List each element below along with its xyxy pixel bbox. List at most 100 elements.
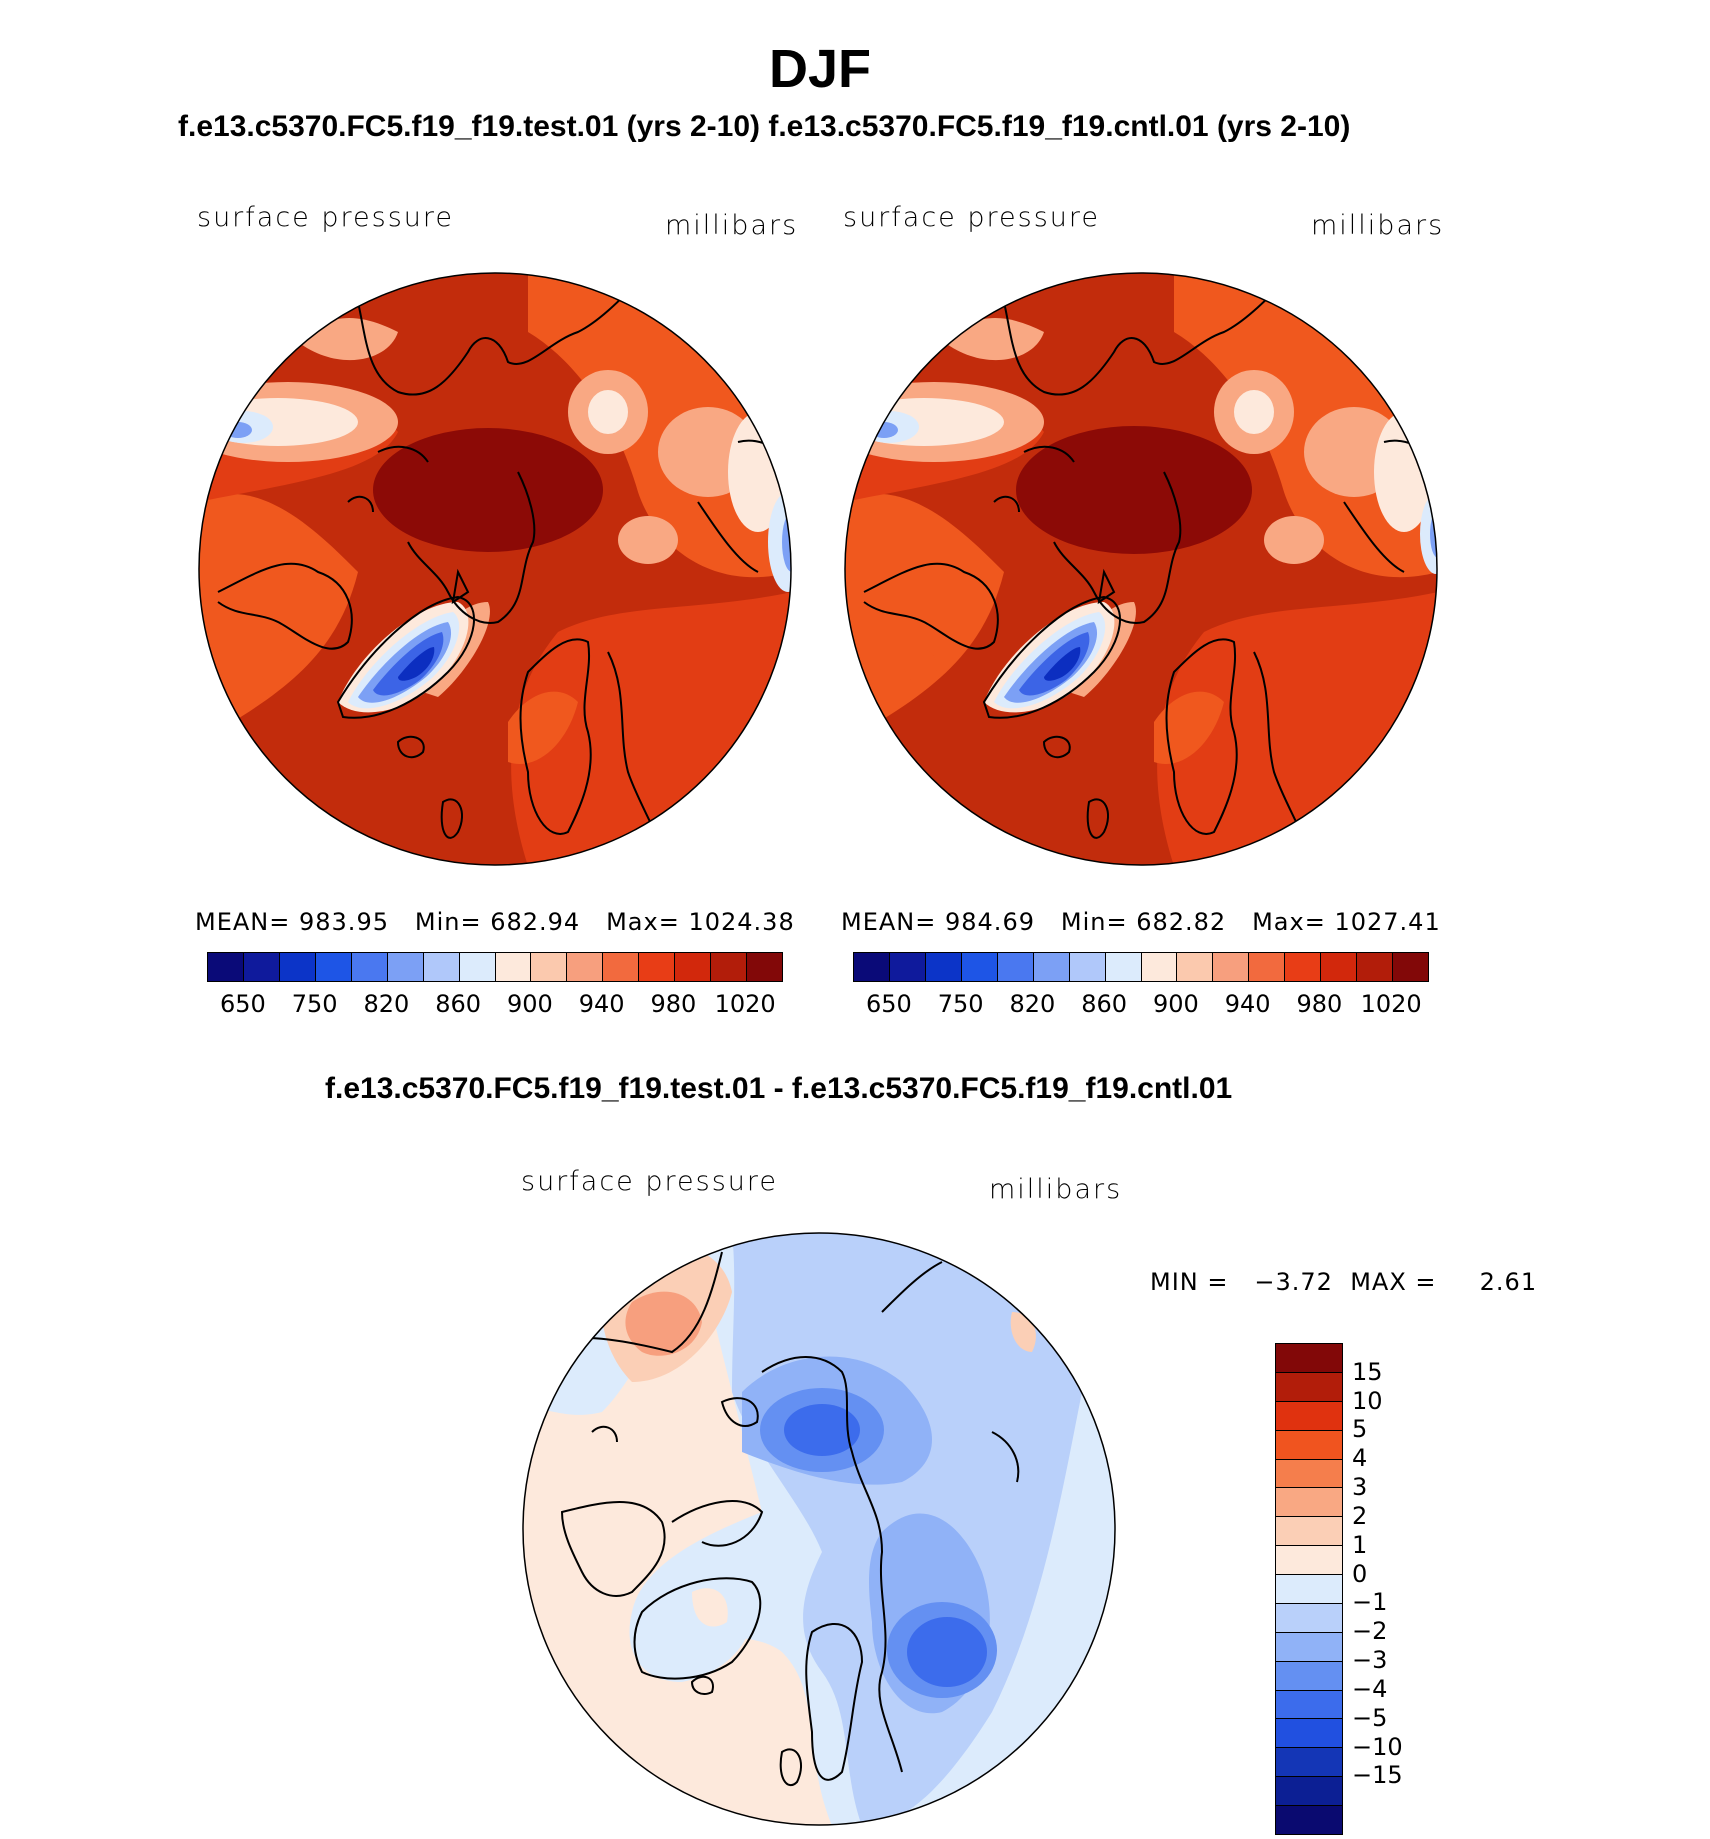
diff-stats: MIN = −3.72 MAX = 2.61 bbox=[1150, 1268, 1537, 1296]
max-value: 1027.41 bbox=[1334, 908, 1441, 936]
colorbar-swatch bbox=[1276, 1661, 1342, 1691]
colorbar-swatch bbox=[1276, 1546, 1342, 1575]
colorbar-tick-label: −1 bbox=[1352, 1588, 1388, 1617]
colorbar-swatch bbox=[675, 953, 712, 981]
colorbar-tick-label: 0 bbox=[1352, 1559, 1368, 1588]
colorbar-tick-label: 1 bbox=[1352, 1530, 1368, 1559]
colorbar-swatch bbox=[1276, 1430, 1342, 1460]
colorbar-swatch bbox=[1285, 953, 1322, 981]
colorbar-tick-label: 900 bbox=[506, 990, 553, 1018]
colorbar-tick-label: 10 bbox=[1352, 1386, 1383, 1415]
colorbar-swatch bbox=[1276, 1344, 1342, 1373]
colorbar-tick-label: −2 bbox=[1352, 1617, 1388, 1646]
max-label: Max= bbox=[606, 908, 680, 936]
colorbar-tick-label: 820 bbox=[1009, 990, 1056, 1018]
colorbar-swatch bbox=[639, 953, 676, 981]
colorbar-tick-label: −5 bbox=[1352, 1703, 1388, 1732]
colorbar-test bbox=[207, 952, 783, 982]
colorbar-tick-label: 3 bbox=[1352, 1473, 1368, 1502]
panel-cntl-units: millibars bbox=[1311, 210, 1445, 241]
max-value: 2.61 bbox=[1479, 1268, 1538, 1296]
colorbar-swatch bbox=[1033, 953, 1070, 981]
colorbar-tick-label: 1020 bbox=[1360, 990, 1422, 1018]
mean-value: 983.95 bbox=[299, 908, 389, 936]
colorbar-swatch bbox=[925, 953, 962, 981]
diff-variable: surface pressure bbox=[521, 1166, 778, 1197]
colorbar-swatch bbox=[1105, 953, 1142, 981]
colorbar-swatch bbox=[603, 953, 640, 981]
panel-cntl-variable: surface pressure bbox=[843, 202, 1100, 233]
colorbar-swatch bbox=[1276, 1575, 1342, 1604]
colorbar-tick-label: 650 bbox=[219, 990, 266, 1018]
colorbar-swatch bbox=[243, 953, 280, 981]
colorbar-swatch bbox=[1069, 953, 1106, 981]
colorbar-swatch bbox=[711, 953, 748, 981]
colorbar-swatch bbox=[1276, 1748, 1342, 1778]
colorbar-swatch bbox=[567, 953, 604, 981]
colorbar-tick-label: 860 bbox=[435, 990, 482, 1018]
colorbar-tick-label: 940 bbox=[578, 990, 625, 1018]
colorbar-swatch bbox=[1276, 1517, 1342, 1547]
min-label: Min= bbox=[414, 908, 482, 936]
colorbar-swatch bbox=[1276, 1488, 1342, 1518]
colorbar-swatch bbox=[1393, 953, 1428, 981]
colorbar-swatch bbox=[1276, 1401, 1342, 1431]
min-value: 682.94 bbox=[490, 908, 581, 936]
colorbar-swatch bbox=[1276, 1603, 1342, 1633]
colorbar-swatch bbox=[1276, 1459, 1342, 1489]
colorbar-swatch bbox=[1177, 953, 1214, 981]
colorbar-swatch bbox=[1276, 1372, 1342, 1402]
colorbar-tick-label: 980 bbox=[650, 990, 697, 1018]
figure-title: DJF bbox=[768, 39, 871, 99]
colorbar-swatch bbox=[1276, 1806, 1342, 1834]
colorbar-swatch bbox=[747, 953, 782, 981]
colorbar-swatch bbox=[315, 953, 352, 981]
mean-label: MEAN= bbox=[195, 908, 291, 936]
panel-test-variable: surface pressure bbox=[197, 202, 454, 233]
max-label: MAX = bbox=[1350, 1268, 1437, 1296]
colorbar-tick-label: −3 bbox=[1352, 1646, 1388, 1675]
colorbar-tick-label: 15 bbox=[1352, 1357, 1383, 1386]
colorbar-swatch bbox=[1276, 1777, 1342, 1806]
colorbar-tick-label: 900 bbox=[1152, 990, 1199, 1018]
colorbar-tick-label: 820 bbox=[363, 990, 410, 1018]
panel-test-stats: MEAN= 983.95 Min= 682.94 Max= 1024.38 bbox=[195, 908, 795, 936]
colorbar-swatch bbox=[495, 953, 532, 981]
colorbar-tick-label: 5 bbox=[1352, 1415, 1368, 1444]
panel-test-units: millibars bbox=[665, 210, 799, 241]
colorbar-tick-label: 750 bbox=[937, 990, 984, 1018]
diff-title: f.e13.c5370.FC5.f19_f19.test.01 - f.e13.… bbox=[325, 1072, 1233, 1105]
colorbar-swatch bbox=[1249, 953, 1286, 981]
colorbar-diff bbox=[1275, 1343, 1343, 1835]
figure-subtitle: f.e13.c5370.FC5.f19_f19.test.01 (yrs 2-1… bbox=[178, 110, 1351, 143]
map-test bbox=[198, 272, 792, 866]
colorbar-swatch bbox=[387, 953, 424, 981]
colorbar-tick-label: −15 bbox=[1352, 1761, 1403, 1790]
colorbar-tick-label: 650 bbox=[865, 990, 912, 1018]
colorbar-swatch bbox=[889, 953, 926, 981]
colorbar-swatch bbox=[1321, 953, 1358, 981]
min-value: 682.82 bbox=[1136, 908, 1227, 936]
colorbar-tick-label: 940 bbox=[1224, 990, 1271, 1018]
mean-label: MEAN= bbox=[841, 908, 937, 936]
colorbar-tick-label: 2 bbox=[1352, 1501, 1368, 1530]
map-diff bbox=[522, 1232, 1116, 1826]
colorbar-swatch bbox=[459, 953, 496, 981]
colorbar-tick-label: 980 bbox=[1296, 990, 1343, 1018]
min-label: MIN = bbox=[1150, 1268, 1229, 1296]
colorbar-swatch bbox=[1357, 953, 1394, 981]
colorbar-swatch bbox=[854, 953, 890, 981]
colorbar-tick-label: 860 bbox=[1081, 990, 1128, 1018]
max-value: 1024.38 bbox=[688, 908, 795, 936]
colorbar-cntl bbox=[853, 952, 1429, 982]
colorbar-swatch bbox=[1276, 1719, 1342, 1749]
mean-value: 984.69 bbox=[945, 908, 1035, 936]
colorbar-swatch bbox=[1276, 1690, 1342, 1720]
max-label: Max= bbox=[1252, 908, 1326, 936]
colorbar-swatch bbox=[423, 953, 460, 981]
colorbar-tick-label: −4 bbox=[1352, 1674, 1388, 1703]
min-value: −3.72 bbox=[1254, 1268, 1333, 1296]
colorbar-swatch bbox=[1276, 1632, 1342, 1662]
colorbar-swatch bbox=[961, 953, 998, 981]
colorbar-swatch bbox=[997, 953, 1034, 981]
